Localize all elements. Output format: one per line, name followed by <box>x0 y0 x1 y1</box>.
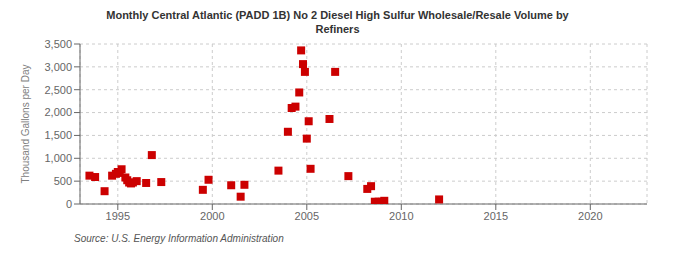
svg-text:0: 0 <box>66 198 72 210</box>
svg-text:3,000: 3,000 <box>44 61 72 73</box>
html-text:Refiners: Refiners <box>315 23 360 35</box>
svg-text:Thousand Gallons per Day: Thousand Gallons per Day <box>20 65 31 184</box>
svg-text:2020: 2020 <box>578 210 602 222</box>
svg-text:500: 500 <box>54 175 72 187</box>
svg-text:2000: 2000 <box>200 210 224 222</box>
svg-text:2005: 2005 <box>295 210 319 222</box>
svg-text:2,500: 2,500 <box>44 84 72 96</box>
html-text:Source: U.S. Energy Informatio: Source: U.S. Energy Information Administ… <box>74 233 284 244</box>
svg-text:2,000: 2,000 <box>44 106 72 118</box>
svg-text:1,500: 1,500 <box>44 129 72 141</box>
html-text:Monthly Central Atlantic (PADD: Monthly Central Atlantic (PADD 1B) No 2 … <box>106 9 569 21</box>
svg-text:3,500: 3,500 <box>44 38 72 50</box>
svg-text:2015: 2015 <box>484 210 508 222</box>
svg-text:1,000: 1,000 <box>44 152 72 164</box>
svg-text:1995: 1995 <box>106 210 130 222</box>
svg-text:2010: 2010 <box>389 210 413 222</box>
